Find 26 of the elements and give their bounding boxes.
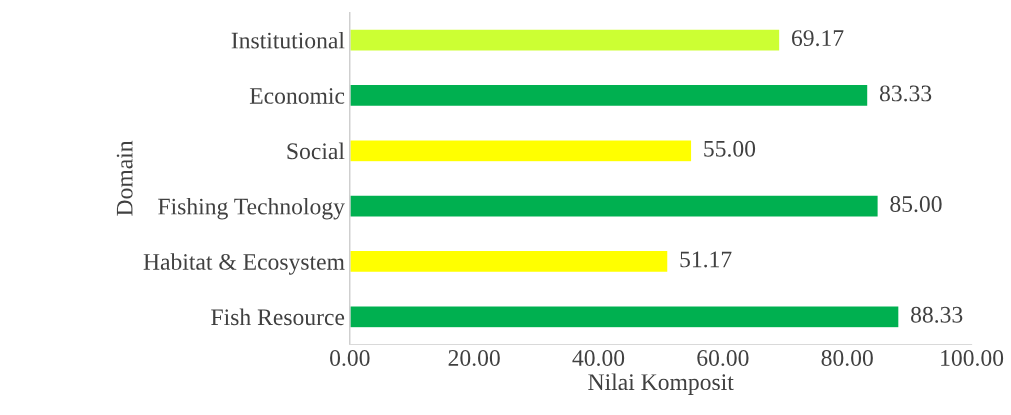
y-tick-label: Habitat & Ecosystem — [143, 253, 345, 275]
bar — [349, 139, 693, 163]
x-tick-label: 0.00 — [330, 349, 370, 367]
x-tick-label: 20.00 — [448, 349, 500, 367]
data-label: 85.00 — [890, 196, 942, 213]
x-tick-label: 60.00 — [697, 349, 749, 367]
y-tick-label: Institutional — [231, 31, 345, 49]
y-tick-label: Fishing Technology — [158, 197, 345, 220]
y-axis-title: Domain — [116, 140, 133, 216]
data-label: 69.17 — [792, 30, 844, 47]
y-tick-label: Economic — [249, 88, 345, 104]
y-tick-label: Fish Resource — [211, 308, 345, 326]
data-label: 88.33 — [911, 306, 963, 323]
x-tick-label: 80.00 — [821, 349, 873, 367]
bar — [349, 28, 781, 52]
data-label: 51.17 — [680, 251, 732, 268]
x-tick-label: 40.00 — [572, 349, 625, 367]
bar — [349, 249, 669, 274]
bar — [349, 83, 869, 108]
data-label: 55.00 — [704, 140, 756, 157]
bar — [349, 194, 880, 218]
x-axis-title: Nilai Komposit — [588, 373, 734, 395]
x-tick-label: 100.00 — [941, 349, 1004, 367]
data-label: 83.33 — [879, 85, 932, 102]
bar — [349, 305, 900, 329]
y-tick-label: Social — [287, 142, 345, 160]
